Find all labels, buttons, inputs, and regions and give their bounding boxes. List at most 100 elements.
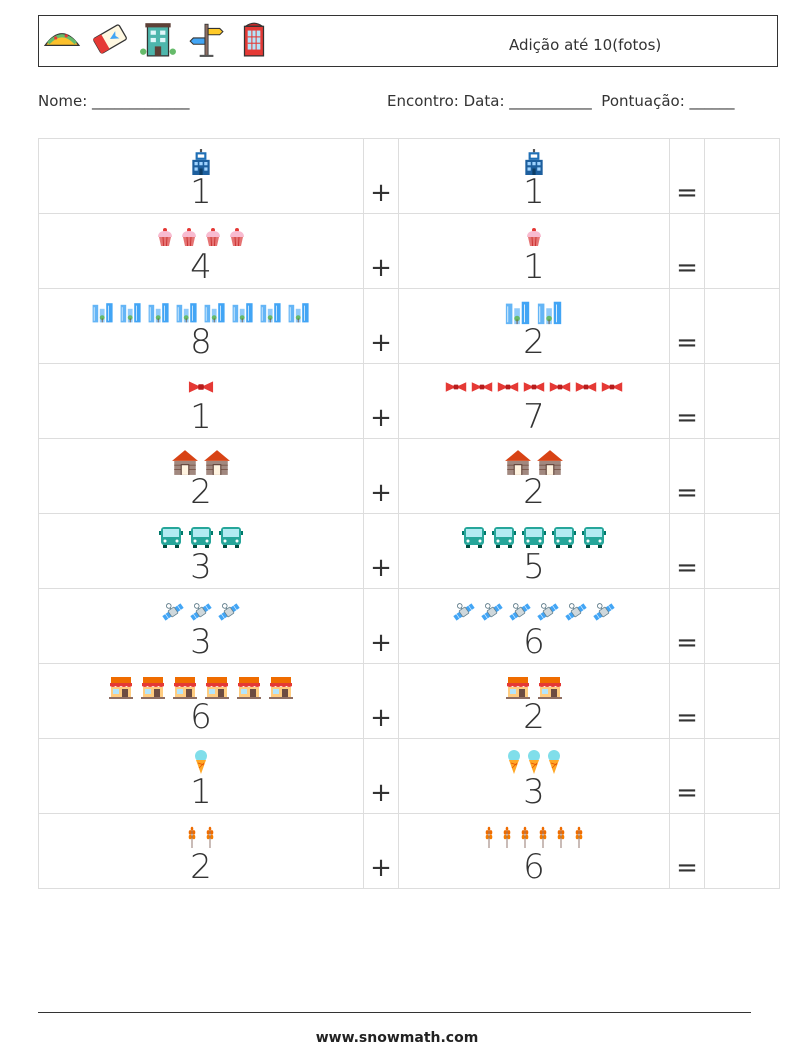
city-skyline-icon [259, 301, 283, 323]
right-addend-number: 2 [523, 321, 545, 362]
right-addend-number: 5 [523, 546, 545, 587]
plus-cell: + [363, 513, 399, 589]
picture-group [399, 375, 669, 399]
satellite-icon [480, 600, 504, 624]
satellite-icon [217, 600, 241, 624]
answer-cell[interactable] [704, 363, 780, 439]
ice-cream-icon [526, 749, 542, 775]
left-addend-number: 3 [190, 621, 212, 662]
wheat-icon [203, 826, 217, 848]
plus-cell: + [363, 363, 399, 439]
exercise-row: 6 +2 = [38, 663, 780, 739]
plus-sign: + [370, 552, 392, 583]
shop-icon [139, 675, 167, 699]
answer-cell[interactable] [704, 813, 780, 889]
wheat-icon [536, 826, 550, 848]
equals-sign: = [676, 852, 698, 883]
answer-cell[interactable] [704, 138, 780, 214]
equals-sign: = [676, 402, 698, 433]
satellite-icon [161, 600, 185, 624]
left-addend-cell: 8 [38, 288, 364, 364]
left-addend-cell: 4 [38, 213, 364, 289]
bow-tie-icon [497, 381, 519, 393]
left-addend-cell: 3 [38, 588, 364, 664]
right-addend-cell: 2 [398, 288, 670, 364]
plus-sign: + [370, 327, 392, 358]
city-skyline-icon [203, 301, 227, 323]
exercise-row: 2 +6 = [38, 813, 780, 889]
wheat-icon [572, 826, 586, 848]
plus-cell: + [363, 438, 399, 514]
exercise-row: 1 +1 = [38, 138, 780, 214]
signpost-icon [187, 20, 225, 62]
right-addend-cell: 7 [398, 363, 670, 439]
exercise-row: 8 +2 = [38, 288, 780, 364]
picture-group [399, 825, 669, 849]
exercise-grid: 1 +1 = 4 +1 = 8 +2 = 1 +7 = 2 +2 = 3 +5 = 3 +6 = 6 +2 = 1 +3 = 2 +6 = [38, 138, 780, 889]
left-addend-cell: 2 [38, 813, 364, 889]
left-addend-number: 2 [190, 846, 212, 887]
equals-cell: = [669, 513, 705, 589]
phone-booth-icon [235, 20, 273, 62]
picture-group [39, 825, 363, 849]
equals-cell: = [669, 438, 705, 514]
exercise-row: 1 +7 = [38, 363, 780, 439]
plus-sign: + [370, 477, 392, 508]
city-skyline-icon [147, 301, 171, 323]
plus-cell: + [363, 663, 399, 739]
plus-cell: + [363, 213, 399, 289]
plus-cell: + [363, 138, 399, 214]
answer-cell[interactable] [704, 438, 780, 514]
plus-sign: + [370, 702, 392, 733]
answer-cell[interactable] [704, 588, 780, 664]
worksheet-title: Adição até 10(fotos) [509, 36, 662, 54]
picture-group [399, 675, 669, 699]
shop-icon [171, 675, 199, 699]
office-building-icon [190, 148, 212, 175]
bus-icon [188, 526, 214, 548]
right-addend-cell: 5 [398, 513, 670, 589]
cupcake-icon [524, 227, 544, 247]
right-addend-number: 3 [523, 771, 545, 812]
satellite-icon [564, 600, 588, 624]
exercise-row: 2 +2 = [38, 438, 780, 514]
picture-group [399, 225, 669, 249]
right-addend-cell: 6 [398, 588, 670, 664]
answer-cell[interactable] [704, 513, 780, 589]
answer-cell[interactable] [704, 213, 780, 289]
left-addend-number: 6 [190, 696, 212, 737]
wheat-icon [500, 826, 514, 848]
picture-group [39, 449, 363, 475]
left-addend-cell: 3 [38, 513, 364, 589]
answer-cell[interactable] [704, 738, 780, 814]
bow-tie-icon [471, 381, 493, 393]
exercise-row: 3 +5 = [38, 513, 780, 589]
house-icon [203, 449, 231, 475]
shop-icon [107, 675, 135, 699]
right-addend-number: 6 [523, 846, 545, 887]
right-addend-number: 6 [523, 621, 545, 662]
bus-icon [581, 526, 607, 548]
equals-sign: = [676, 777, 698, 808]
answer-cell[interactable] [704, 288, 780, 364]
plus-sign: + [370, 852, 392, 883]
equals-sign: = [676, 327, 698, 358]
bow-tie-icon [549, 381, 571, 393]
satellite-icon [452, 600, 476, 624]
picture-group [39, 225, 363, 249]
ice-cream-icon [506, 749, 522, 775]
header-icons [43, 20, 273, 62]
bow-tie-icon [601, 381, 623, 393]
answer-cell[interactable] [704, 663, 780, 739]
bus-icon [521, 526, 547, 548]
city-skyline-icon [119, 301, 143, 323]
left-addend-number: 4 [190, 246, 212, 287]
exercise-row: 3 +6 = [38, 588, 780, 664]
left-addend-cell: 2 [38, 438, 364, 514]
city-skyline-icon [175, 301, 199, 323]
taco-icon [43, 20, 81, 62]
cupcake-icon [227, 227, 247, 247]
hotel-icon [139, 20, 177, 62]
satellite-icon [189, 600, 213, 624]
ticket-icon [91, 20, 129, 62]
